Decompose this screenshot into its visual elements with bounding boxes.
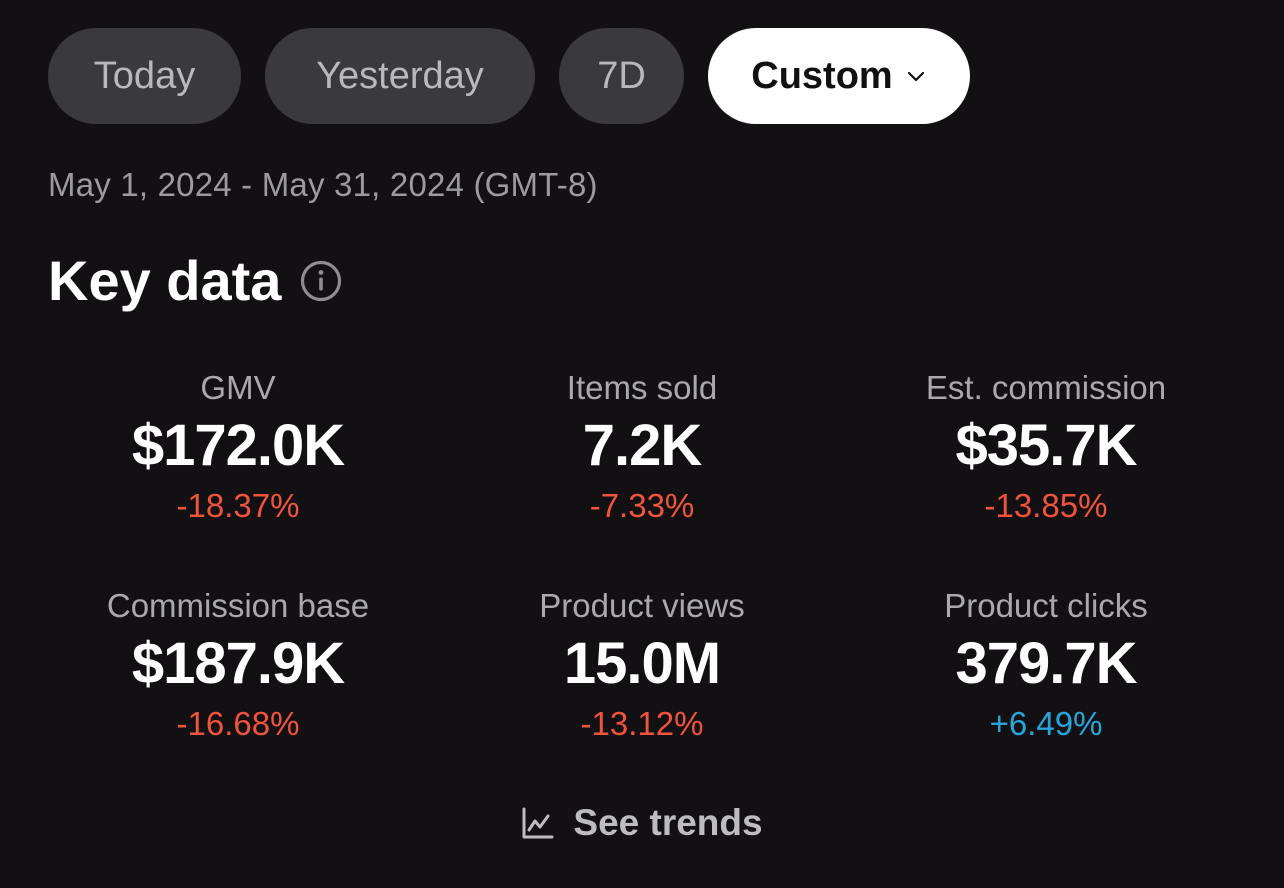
metric-value: 7.2K (582, 413, 703, 478)
metric-change: -16.68% (176, 705, 300, 742)
chevron-down-icon (907, 71, 924, 82)
tab-yesterday[interactable]: Yesterday (265, 28, 535, 124)
metric-gmv[interactable]: GMV $172.0K -18.37% (36, 366, 440, 584)
date-range-text: May 1, 2024 - May 31, 2024 (GMT-8) (48, 166, 598, 203)
metric-commission-base[interactable]: Commission base $187.9K -16.68% (36, 584, 440, 802)
metric-value: 15.0M (563, 631, 721, 696)
metric-value: $172.0K (131, 413, 345, 478)
tab-7d-label: 7D (597, 54, 646, 97)
info-circle-icon[interactable] (299, 259, 343, 303)
metric-value: $187.9K (131, 631, 345, 696)
tab-today[interactable]: Today (48, 28, 241, 124)
tab-custom-label: Custom (751, 54, 893, 97)
metric-label: Est. commission (925, 369, 1167, 406)
section-title: Key data (48, 249, 282, 312)
metric-change: -13.85% (984, 487, 1108, 524)
metric-value: 379.7K (955, 631, 1137, 696)
metric-change: -7.33% (589, 487, 695, 524)
metric-items-sold[interactable]: Items sold 7.2K -7.33% (440, 366, 844, 584)
metric-label: GMV (200, 369, 276, 406)
metrics-grid: GMV $172.0K -18.37% Items sold 7.2K -7.3… (36, 366, 1248, 802)
metric-label: Items sold (566, 369, 718, 406)
tab-yesterday-label: Yesterday (316, 54, 484, 97)
tab-custom[interactable]: Custom (708, 28, 970, 124)
metric-change: -13.12% (580, 705, 704, 742)
see-trends-button[interactable]: See trends (0, 802, 1284, 844)
metric-label: Product views (539, 587, 745, 624)
metric-product-clicks[interactable]: Product clicks 379.7K +6.49% (844, 584, 1248, 802)
section-header: Key data (48, 248, 343, 313)
metric-label: Commission base (106, 587, 370, 624)
date-filter-tabs: Today Yesterday 7D Custom (48, 28, 970, 124)
see-trends-label: See trends (573, 802, 763, 843)
metric-value: $35.7K (955, 413, 1137, 478)
line-chart-icon (522, 807, 554, 839)
metric-label: Product clicks (944, 587, 1148, 624)
metric-change: +6.49% (989, 705, 1103, 742)
metric-change: -18.37% (176, 487, 300, 524)
tab-today-label: Today (93, 54, 196, 97)
metric-est-commission[interactable]: Est. commission $35.7K -13.85% (844, 366, 1248, 584)
tab-7d[interactable]: 7D (559, 28, 684, 124)
metric-product-views[interactable]: Product views 15.0M -13.12% (440, 584, 844, 802)
